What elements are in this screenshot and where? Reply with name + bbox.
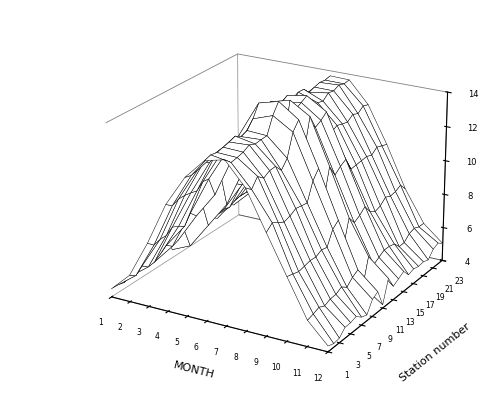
Y-axis label: Station number: Station number [398,321,472,383]
X-axis label: MONTH: MONTH [172,361,215,381]
